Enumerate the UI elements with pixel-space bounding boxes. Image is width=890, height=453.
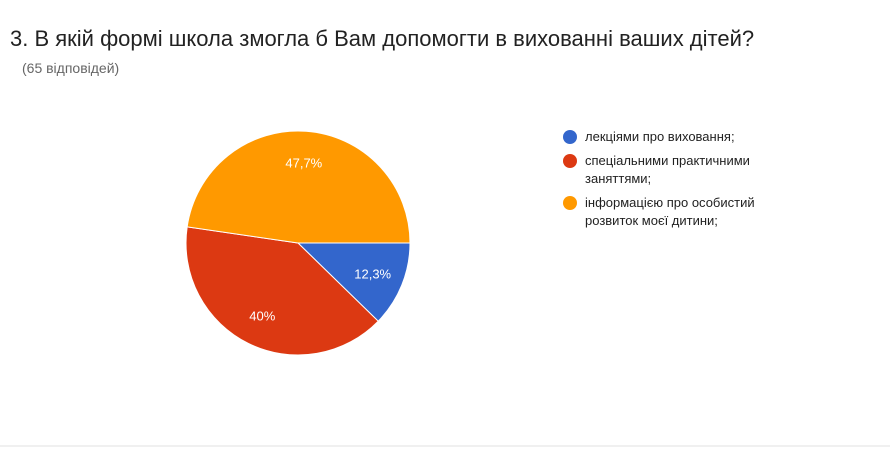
legend-label: лекціями про виховання; [585,129,735,144]
legend-label: інформацією про особистий розвиток моєї … [585,195,755,228]
legend-swatch [563,154,577,168]
legend-item: спеціальними практичними заняттями; [563,152,793,188]
chart-title: 3. В якій формі школа змогла б Вам допом… [10,26,754,51]
legend: лекціями про виховання; спеціальними прак… [563,128,793,236]
pie-slice [185,226,379,356]
slice-label: 40% [249,308,275,323]
legend-swatch [563,196,577,210]
slice-label: 12,3% [354,266,391,281]
legend-label: спеціальними практичними заняттями; [585,153,750,186]
pie-slice [296,242,411,322]
chart-subtitle: (65 відповідей) [22,60,119,76]
legend-item: інформацією про особистий розвиток моєї … [563,194,793,230]
slice-label: 47,7% [285,156,322,171]
pie-slice [186,130,411,244]
legend-item: лекціями про виховання; [563,128,793,146]
legend-swatch [563,130,577,144]
